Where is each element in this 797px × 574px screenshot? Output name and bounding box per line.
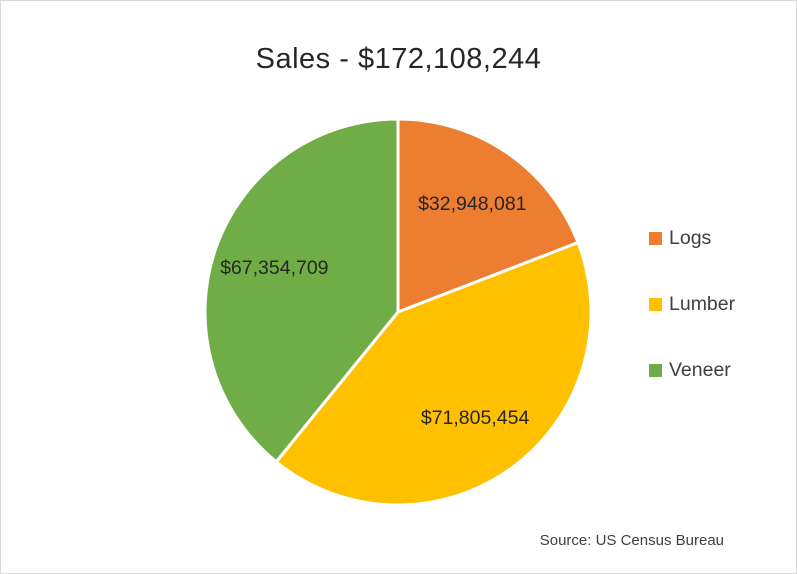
legend-marker-lumber — [649, 298, 662, 311]
data-label-lumber: $71,805,454 — [421, 407, 530, 429]
data-label-logs: $32,948,081 — [418, 193, 526, 215]
legend-label-lumber: Lumber — [669, 293, 736, 315]
pie-slice-veneer — [203, 117, 400, 464]
legend-label-logs: Logs — [669, 227, 712, 249]
chart-title: Sales - $172,108,244 — [255, 43, 542, 75]
source-note: Source: US Census Bureau — [539, 532, 724, 549]
legend-item-lumber: Lumber — [649, 293, 735, 316]
legend: Logs Lumber Veneer — [649, 227, 735, 382]
legend-marker-veneer — [649, 364, 662, 377]
legend-item-logs: Logs — [649, 227, 735, 250]
pie-slice-lumber — [274, 241, 593, 507]
pie-chart: $32,948,081 $71,805,454 $67,354,709 — [203, 117, 593, 507]
data-label-veneer: $67,354,709 — [220, 257, 328, 279]
legend-marker-logs — [649, 232, 662, 245]
pie-slice-logs — [396, 117, 580, 314]
legend-label-veneer: Veneer — [669, 359, 731, 381]
legend-item-veneer: Veneer — [649, 359, 735, 382]
